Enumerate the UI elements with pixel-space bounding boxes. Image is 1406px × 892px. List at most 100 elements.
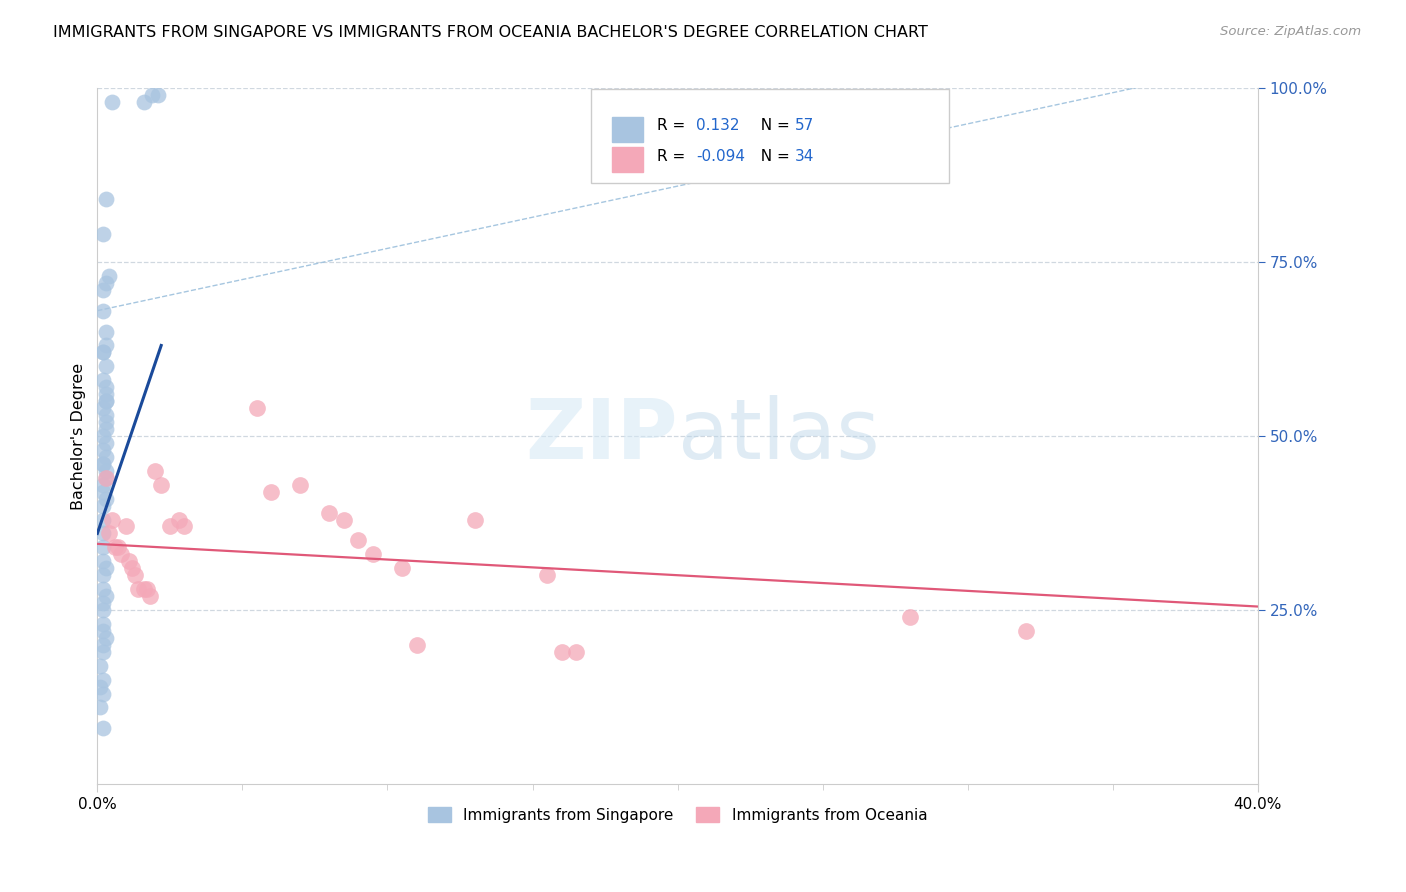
Point [94, 589, 117, 603]
Point [91, 722, 114, 736]
Point [150, 477, 173, 491]
Text: -0.094: -0.094 [696, 149, 745, 164]
Text: R =: R = [657, 119, 690, 134]
Point [260, 484, 283, 499]
Point [91, 603, 114, 617]
Point [91, 442, 114, 457]
Text: R =: R = [657, 149, 690, 164]
Point [145, 464, 167, 478]
Point [246, 401, 269, 416]
Point [94, 380, 117, 394]
Point [94, 276, 117, 290]
Point [94, 471, 117, 485]
Point [115, 519, 138, 533]
Point [141, 87, 163, 102]
Point [94, 422, 117, 436]
Point [89, 700, 111, 714]
Point [94, 394, 117, 409]
Point [94, 464, 117, 478]
Point [290, 477, 312, 491]
Point [121, 561, 143, 575]
Point [91, 541, 114, 555]
Point [91, 401, 114, 416]
Point [91, 457, 114, 471]
Point [91, 484, 114, 499]
Point [94, 561, 117, 575]
Point [167, 512, 190, 526]
Y-axis label: Bachelor's Degree: Bachelor's Degree [72, 362, 86, 509]
Point [132, 582, 155, 596]
Point [91, 373, 114, 387]
Point [91, 638, 114, 652]
Point [91, 526, 114, 541]
Point [91, 227, 114, 241]
Point [536, 568, 558, 582]
Point [91, 687, 114, 701]
Point [333, 512, 356, 526]
Point [91, 345, 114, 359]
Point [91, 499, 114, 513]
Point [118, 554, 141, 568]
Point [110, 547, 132, 561]
Point [91, 673, 114, 687]
Point [347, 533, 370, 548]
Point [91, 477, 114, 491]
Point [94, 394, 117, 409]
Text: N =: N = [751, 119, 794, 134]
Point [94, 359, 117, 374]
Text: 57: 57 [794, 119, 814, 134]
Point [94, 415, 117, 429]
Point [107, 541, 129, 555]
Point [405, 638, 427, 652]
Point [94, 631, 117, 645]
Text: atlas: atlas [678, 395, 879, 476]
Point [898, 610, 921, 624]
Point [91, 303, 114, 318]
Point [94, 325, 117, 339]
Point [391, 561, 413, 575]
Point [94, 408, 117, 422]
Text: N =: N = [751, 149, 794, 164]
Point [97, 268, 120, 283]
Point [91, 554, 114, 568]
Point [91, 512, 114, 526]
Point [91, 345, 114, 359]
Point [565, 645, 588, 659]
Point [91, 645, 114, 659]
Point [94, 450, 117, 464]
Legend: Immigrants from Singapore, Immigrants from Oceania: Immigrants from Singapore, Immigrants fr… [422, 801, 934, 829]
Point [94, 387, 117, 401]
Point [94, 471, 117, 485]
Point [127, 582, 149, 596]
Point [101, 512, 124, 526]
Point [91, 616, 114, 631]
Point [104, 541, 127, 555]
Point [1015, 624, 1038, 638]
Text: 34: 34 [794, 149, 814, 164]
Point [124, 568, 146, 582]
Point [135, 582, 157, 596]
Text: ZIP: ZIP [524, 395, 678, 476]
Point [94, 338, 117, 352]
Point [361, 547, 384, 561]
Point [318, 506, 340, 520]
Point [91, 429, 114, 443]
Text: 0.132: 0.132 [696, 119, 740, 134]
Point [91, 596, 114, 610]
Point [173, 519, 195, 533]
Point [94, 192, 117, 206]
Point [94, 491, 117, 506]
Point [91, 624, 114, 638]
Point [138, 589, 160, 603]
Point [91, 568, 114, 582]
Point [550, 645, 572, 659]
Point [91, 457, 114, 471]
Point [91, 283, 114, 297]
Text: Source: ZipAtlas.com: Source: ZipAtlas.com [1220, 25, 1361, 38]
Point [101, 95, 124, 109]
Point [97, 526, 120, 541]
Point [464, 512, 486, 526]
Point [89, 658, 111, 673]
Point [89, 680, 111, 694]
Point [132, 95, 155, 109]
